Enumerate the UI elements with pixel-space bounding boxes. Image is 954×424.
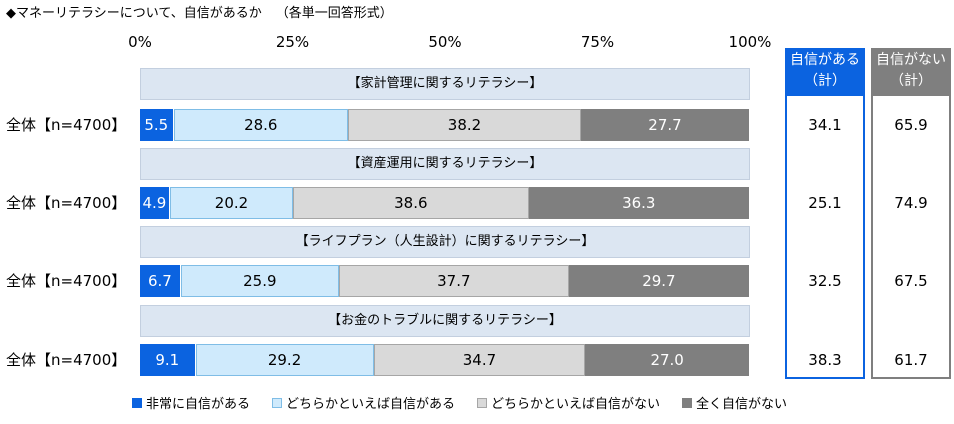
x-tick-label: 0% [128,33,152,51]
bar-segment-not-confident-at-all: 27.7 [581,109,750,141]
subtitle-text: （各単一回答形式） [275,6,393,21]
row-label: 全体【n=4700】 [6,272,127,290]
legend-swatch-very-confident [132,397,142,408]
bar-segment-somewhat-confident: 20.2 [169,187,294,219]
row-label: 全体【n=4700】 [6,351,127,369]
group-band [140,305,750,337]
confident-total-value: 25.1 [808,194,842,212]
confident-total-value: 32.5 [808,272,842,290]
data-label: 4.9 [142,194,167,212]
not-confident-total-column [871,94,951,379]
chart-title: ◆マネーリテラシーについて、自信があるか （各単一回答形式） [6,2,393,21]
group-heading: 【ライフプラン（人生設計）に関するリテラシー】 [295,234,595,249]
legend-label-somewhat-confident: どちらかといえば自信がある [286,397,456,412]
legend-item-not-confident-at-all: 全く自信がない [682,393,787,412]
bar-segment-not-confident-at-all: 29.7 [568,265,750,297]
bar-segment-very-confident: 9.1 [140,344,196,376]
bar-segment-not-confident-at-all: 27.0 [585,344,750,376]
bar-segment-somewhat-not-confident: 38.2 [348,109,582,141]
data-label: 29.7 [642,272,676,290]
stacked-bar: 4.9 20.2 38.6 36.3 [140,187,750,219]
bar-segment-somewhat-not-confident: 37.7 [338,265,569,297]
row-label: 全体【n=4700】 [6,116,127,134]
not-confident-total-header: 自信がない （計） [871,48,951,94]
legend-label-very-confident: 非常に自信がある [146,397,251,412]
bar-segment-very-confident: 6.7 [140,265,181,297]
not-confident-total-value: 67.5 [894,272,928,290]
confident-total-header: 自信がある （計） [785,48,865,94]
data-label: 36.3 [622,194,656,212]
group-heading: 【お金のトラブルに関するリテラシー】 [328,313,562,328]
data-label: 6.7 [148,272,172,290]
bar-segment-very-confident: 5.5 [140,109,174,141]
legend-label-not-confident-at-all: 全く自信がない [696,397,788,412]
x-tick-label: 100% [728,33,772,51]
bar-segment-not-confident-at-all: 36.3 [528,187,750,219]
confident-total-value: 34.1 [808,116,842,134]
data-label: 28.6 [244,116,278,134]
not-confident-total-value: 65.9 [894,116,928,134]
legend-label-somewhat-not-confident: どちらかといえば自信がない [491,397,661,412]
not-confident-total-value: 74.9 [894,194,928,212]
legend-item-somewhat-not-confident: どちらかといえば自信がない [477,393,660,412]
confident-total-header-line1: 自信がある [790,52,860,68]
bar-segment-somewhat-not-confident: 34.7 [373,344,586,376]
group-heading: 【資産運用に関するリテラシー】 [347,156,543,171]
not-confident-total-value: 61.7 [894,351,928,369]
data-label: 38.2 [447,116,482,134]
group-band [140,68,750,100]
data-label: 27.0 [650,351,684,369]
stacked-bar: 5.5 28.6 38.2 27.7 [140,109,750,141]
confident-total-value: 38.3 [808,351,842,369]
stacked-bar: 6.7 25.9 37.7 29.7 [140,265,750,297]
data-label: 29.2 [267,351,302,369]
group-band [140,148,750,180]
group-heading: 【家計管理に関するリテラシー】 [347,76,543,91]
chart-legend: 非常に自信がある どちらかといえば自信がある どちらかといえば自信がない 全く自… [132,393,787,412]
data-label: 20.2 [214,194,249,212]
x-tick-label: 75% [580,33,615,51]
legend-swatch-not-confident-at-all [682,397,693,408]
bar-segment-somewhat-confident: 28.6 [173,109,348,141]
confident-total-column [785,94,865,379]
legend-swatch-somewhat-confident [272,397,283,408]
row-label: 全体【n=4700】 [6,194,127,212]
group-band [140,226,750,258]
x-tick-label: 50% [428,33,462,51]
data-label: 27.7 [648,116,682,134]
data-label: 5.5 [144,116,169,134]
x-tick-label: 25% [275,33,310,51]
bar-segment-somewhat-confident: 25.9 [180,265,339,297]
data-label: 25.9 [243,272,277,290]
not-confident-total-header-line2: （計） [890,73,932,89]
bar-segment-somewhat-confident: 29.2 [195,344,374,376]
bar-segment-very-confident: 4.9 [140,187,170,219]
legend-item-somewhat-confident: どちらかといえば自信がある [272,393,455,412]
confident-total-header-line2: （計） [804,73,846,89]
legend-swatch-somewhat-not-confident [477,397,488,408]
data-label: 34.7 [462,351,497,369]
data-label: 37.7 [437,272,471,290]
not-confident-total-header-line1: 自信がない [876,52,946,68]
bar-segment-somewhat-not-confident: 38.6 [293,187,529,219]
data-label: 38.6 [394,194,428,212]
stacked-bar: 9.1 29.2 34.7 27.0 [140,344,750,376]
legend-item-very-confident: 非常に自信がある [132,393,250,412]
title-text: ◆マネーリテラシーについて、自信があるか [6,6,262,21]
data-label: 9.1 [155,351,180,369]
